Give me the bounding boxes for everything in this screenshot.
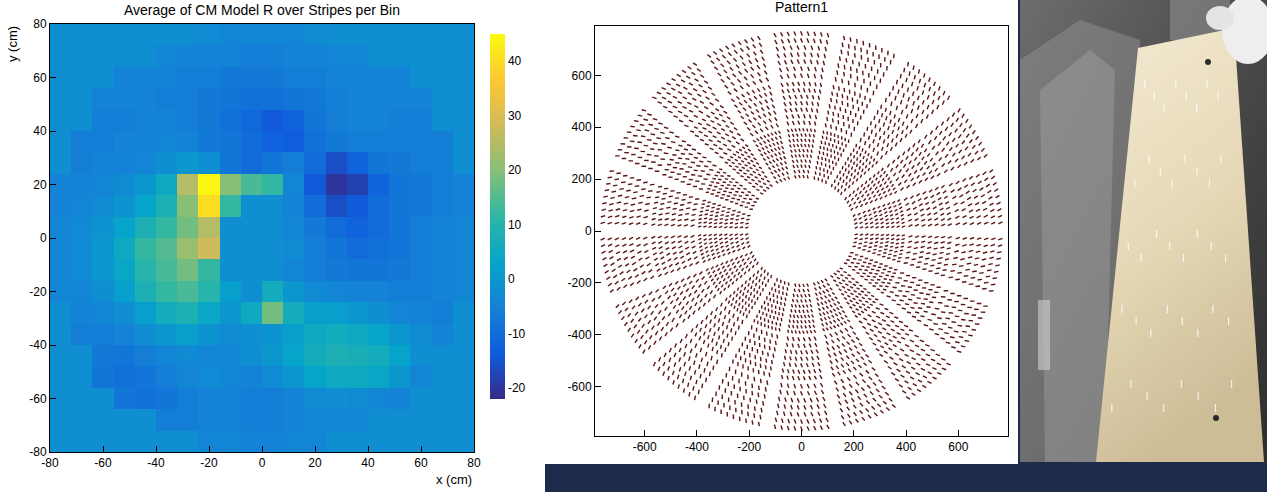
- svg-text:600: 600: [572, 69, 592, 83]
- svg-text:-400: -400: [685, 440, 709, 454]
- svg-text:60: 60: [414, 456, 428, 470]
- svg-text:200: 200: [572, 172, 592, 186]
- svg-text:Average of CM Model R over Str: Average of CM Model R over Stripes per B…: [124, 2, 400, 18]
- svg-text:-600: -600: [633, 440, 657, 454]
- svg-text:600: 600: [948, 440, 968, 454]
- svg-text:-20: -20: [508, 381, 526, 395]
- svg-text:40: 40: [361, 456, 375, 470]
- svg-text:400: 400: [896, 440, 916, 454]
- svg-text:-80: -80: [29, 445, 47, 459]
- svg-text:-200: -200: [568, 276, 592, 290]
- svg-text:400: 400: [572, 120, 592, 134]
- svg-text:80: 80: [467, 456, 481, 470]
- svg-text:20: 20: [508, 163, 522, 177]
- svg-text:-10: -10: [508, 327, 526, 341]
- svg-text:0: 0: [585, 224, 592, 238]
- svg-text:Pattern1: Pattern1: [775, 0, 828, 15]
- svg-text:0: 0: [40, 231, 47, 245]
- svg-text:-200: -200: [737, 440, 761, 454]
- svg-text:-40: -40: [29, 338, 47, 352]
- svg-text:0: 0: [259, 456, 266, 470]
- svg-text:20: 20: [33, 178, 47, 192]
- svg-text:0: 0: [798, 440, 805, 454]
- svg-text:-80: -80: [41, 456, 59, 470]
- svg-text:20: 20: [308, 456, 322, 470]
- svg-text:y (cm): y (cm): [5, 26, 20, 62]
- svg-text:40: 40: [33, 124, 47, 138]
- svg-text:200: 200: [844, 440, 864, 454]
- svg-text:30: 30: [508, 109, 522, 123]
- svg-text:40: 40: [508, 54, 522, 68]
- svg-text:x (cm): x (cm): [436, 472, 472, 487]
- svg-text:-600: -600: [568, 380, 592, 394]
- svg-text:-60: -60: [29, 392, 47, 406]
- svg-text:0: 0: [508, 272, 515, 286]
- svg-text:-400: -400: [568, 328, 592, 342]
- svg-text:10: 10: [508, 218, 522, 232]
- svg-text:-40: -40: [147, 456, 165, 470]
- svg-text:80: 80: [33, 17, 47, 31]
- svg-text:-20: -20: [29, 285, 47, 299]
- svg-text:-20: -20: [200, 456, 218, 470]
- svg-text:-60: -60: [94, 456, 112, 470]
- svg-text:60: 60: [33, 71, 47, 85]
